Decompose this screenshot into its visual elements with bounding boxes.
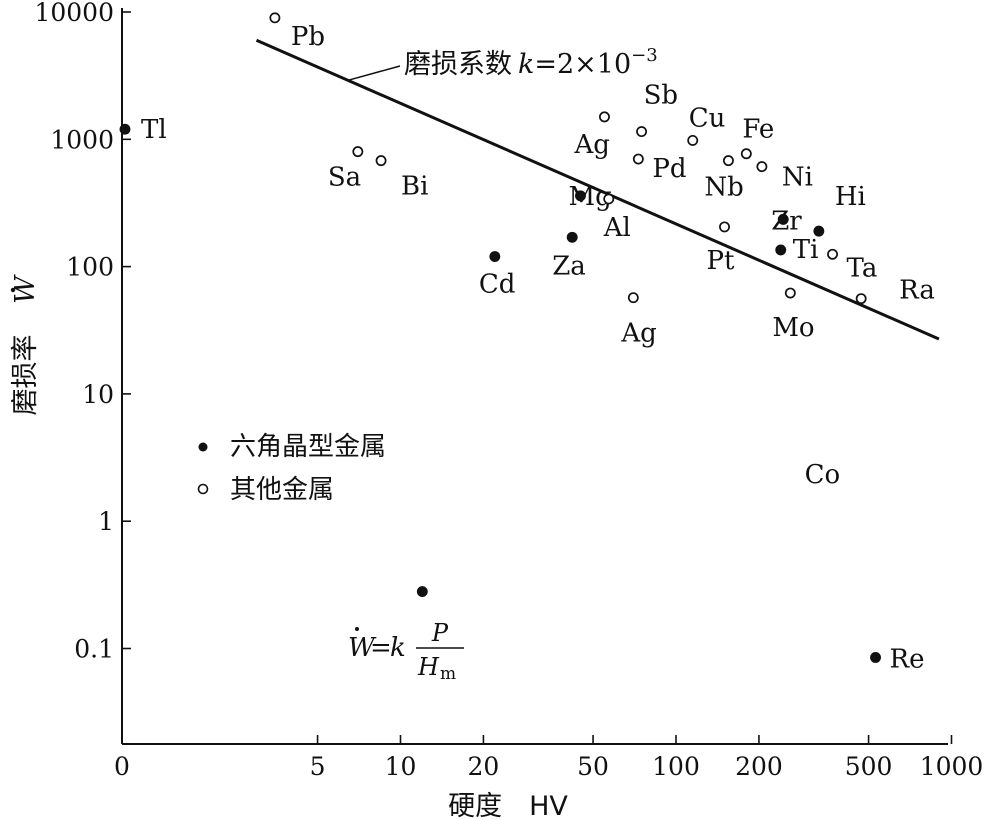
other-metal-point: [756, 161, 768, 173]
y-axis-label-text: 磨损率: [10, 335, 41, 416]
hexagonal-metal-point: [416, 586, 428, 598]
formula-denominator: H: [417, 653, 440, 681]
x-tick-label: 500: [845, 752, 893, 781]
other-metal-point: [599, 111, 610, 123]
other-metal-point: [269, 12, 281, 24]
trend-label-exponent: −3: [631, 45, 658, 66]
point-label: Bi: [401, 172, 428, 202]
point-label: Cu: [689, 103, 726, 133]
formula-denominator-sub: m: [440, 664, 456, 684]
legend-marker-open: [197, 483, 209, 495]
y-tick-label: 1000: [50, 125, 114, 154]
axes: [121, 8, 948, 745]
formula-lhs: W: [348, 633, 377, 663]
y-axis-label-var: W: [10, 274, 41, 304]
point-label: Nb: [704, 173, 743, 203]
other-metal-point: [722, 155, 734, 167]
point-label: Pd: [652, 154, 686, 184]
annotation-leader: [347, 65, 401, 82]
point-label: Ra: [899, 276, 935, 306]
x-tick-label: 50: [577, 752, 609, 781]
y-axis-ticks: 10000 1000 100 10 1 0.1: [34, 0, 131, 664]
y-tick-label: 10: [82, 380, 114, 409]
legend-label-hexagonal: 六角晶型金属: [230, 432, 386, 462]
other-metal-point: [687, 134, 699, 146]
point-label: Al: [603, 213, 631, 243]
legend-label-other: 其他金属: [230, 475, 334, 505]
point-label: Zr: [771, 206, 802, 236]
x-tick-label: 200: [735, 752, 783, 781]
y-tick-label: 1: [98, 507, 114, 536]
other-metal-point: [632, 153, 644, 165]
y-tick-label: 0.1: [74, 635, 114, 664]
formula-eq: =: [370, 633, 392, 663]
x-axis-ticks: 0 5 10 20 50 100 200 500 1000: [114, 735, 983, 781]
point-label: Sa: [328, 163, 361, 193]
other-metal-point: [719, 221, 730, 233]
other-metal-point: [784, 287, 796, 299]
other-metal-point: [827, 248, 838, 260]
x-tick-label: 100: [652, 752, 700, 781]
other-metal-point: [627, 292, 639, 304]
point-label: Hi: [835, 182, 866, 212]
other-metal-point: [740, 148, 752, 160]
x-tick-label: 5: [310, 752, 326, 781]
trend-label-k: k: [518, 49, 534, 80]
point-label: Tl: [141, 115, 167, 145]
legend-marker-filled: [198, 442, 208, 452]
y-axis-label-dot: [10, 287, 16, 293]
other-metal-point: [352, 146, 364, 158]
point-label: Ti: [793, 235, 819, 265]
other-metal-point: [636, 126, 648, 138]
point-label: Ag: [573, 130, 609, 160]
x-tick-label: 20: [468, 752, 500, 781]
point-label: Sb: [644, 81, 678, 111]
formula: W = k P H m: [348, 619, 464, 684]
point-label: Re: [890, 644, 925, 674]
x-axis-label: 硬度 HV: [448, 791, 568, 820]
other-metal-point: [855, 293, 867, 305]
trend-label-text: 磨损系数: [404, 49, 512, 80]
point-label: Ni: [782, 163, 813, 193]
y-tick-label: 10000: [34, 0, 114, 27]
hexagonal-metal-point: [489, 251, 501, 262]
y-axis-label: 磨损率 W: [10, 274, 41, 416]
formula-dot: [355, 627, 359, 631]
other-metal-point: [375, 155, 387, 167]
point-label: Cd: [479, 270, 516, 300]
wear-coefficient-line: [255, 38, 940, 341]
hexagonal-metal-point: [777, 213, 789, 225]
y-tick-label: 100: [66, 253, 114, 282]
point-label: Mo: [772, 313, 814, 343]
point-label: Pb: [291, 22, 325, 52]
formula-numerator: P: [431, 619, 449, 647]
point-label: Za: [552, 251, 586, 281]
other-metal-point: [603, 193, 615, 205]
hexagonal-metal-point: [775, 244, 787, 256]
point-label: Ag: [620, 319, 656, 349]
point-label: Pt: [707, 246, 735, 276]
legend: 六角晶型金属 其他金属: [197, 432, 386, 505]
hexagonal-metal-point: [566, 231, 578, 243]
hexagonal-metal-point: [119, 123, 131, 135]
x-tick-label: 0: [114, 752, 130, 781]
point-label: Ta: [847, 253, 878, 283]
x-tick-label: 10: [385, 752, 417, 781]
point-label: Fe: [742, 115, 774, 145]
hexagonal-metal-point: [575, 190, 586, 202]
trend-line-label: 磨损系数 k=2×10−3: [404, 45, 658, 80]
formula-k: k: [390, 633, 406, 663]
trend-label-value: =2×10: [534, 49, 631, 80]
point-label: Co: [805, 460, 841, 490]
x-tick-label: 1000: [920, 752, 984, 781]
hexagonal-metal-point: [870, 652, 881, 663]
hexagonal-metal-point: [813, 225, 825, 237]
